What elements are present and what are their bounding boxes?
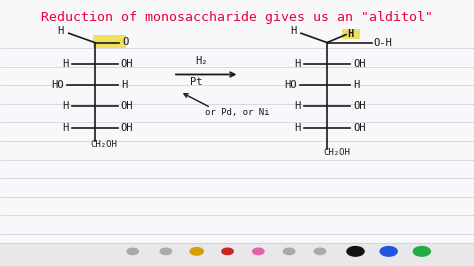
- FancyBboxPatch shape: [93, 35, 126, 48]
- Text: HO: HO: [52, 80, 64, 90]
- Text: H: H: [353, 80, 360, 90]
- Text: H: H: [57, 26, 64, 36]
- Text: OH: OH: [121, 59, 133, 69]
- Text: H: H: [294, 123, 301, 133]
- Text: CH₂OH: CH₂OH: [91, 140, 118, 149]
- Text: H₂: H₂: [195, 56, 208, 66]
- Text: O: O: [122, 37, 129, 47]
- Circle shape: [347, 247, 364, 256]
- FancyBboxPatch shape: [342, 29, 360, 39]
- Text: OH: OH: [353, 123, 365, 133]
- Text: H: H: [347, 29, 354, 39]
- Text: H: H: [62, 101, 69, 111]
- Text: HO: HO: [284, 80, 296, 90]
- Text: H: H: [62, 59, 69, 69]
- Text: H: H: [121, 80, 128, 90]
- Circle shape: [253, 248, 264, 255]
- Circle shape: [380, 247, 397, 256]
- Text: H: H: [294, 101, 301, 111]
- Text: OH: OH: [121, 123, 133, 133]
- Text: H: H: [290, 26, 296, 36]
- Text: OH: OH: [121, 101, 133, 111]
- Text: Pt: Pt: [191, 77, 203, 88]
- Text: OH: OH: [353, 101, 365, 111]
- Text: H: H: [62, 123, 69, 133]
- Text: CH₂OH: CH₂OH: [323, 148, 350, 157]
- Text: H: H: [294, 59, 301, 69]
- Circle shape: [160, 248, 172, 255]
- Text: O-H: O-H: [374, 38, 392, 48]
- Circle shape: [127, 248, 138, 255]
- Text: or Pd, or Ni: or Pd, or Ni: [205, 108, 269, 117]
- Text: OH: OH: [353, 59, 365, 69]
- Circle shape: [190, 248, 203, 255]
- Text: Reduction of monosaccharide gives us an "alditol": Reduction of monosaccharide gives us an …: [41, 11, 433, 24]
- Circle shape: [314, 248, 326, 255]
- Circle shape: [283, 248, 295, 255]
- Circle shape: [222, 248, 233, 255]
- Circle shape: [413, 247, 430, 256]
